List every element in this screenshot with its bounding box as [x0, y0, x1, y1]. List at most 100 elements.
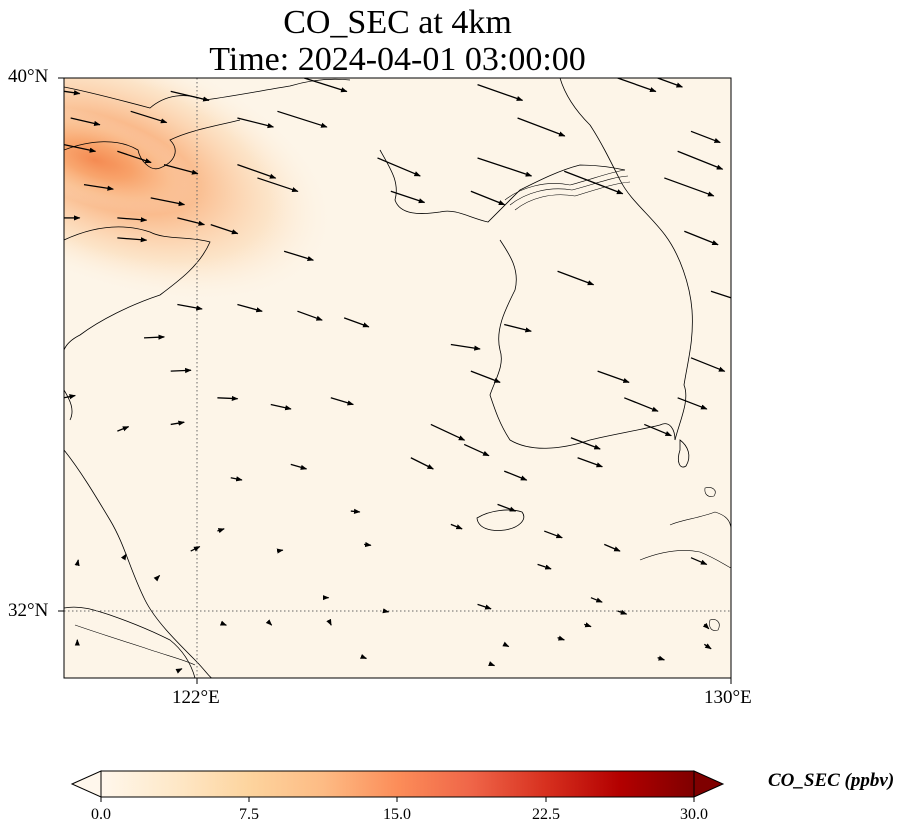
wind-vector-39 — [450, 343, 481, 351]
wind-vector-27 — [117, 217, 148, 223]
colorbar-tick-label-0: 0.0 — [91, 806, 111, 823]
wind-vector-19 — [83, 183, 114, 191]
wind-vector-69 — [276, 548, 284, 554]
colorbar-tick-label-22-5: 22.5 — [532, 806, 560, 823]
colorbar-title: CO_SEC (ppbv) — [768, 770, 895, 791]
wind-vector-62 — [290, 463, 308, 470]
wind-vector-42 — [690, 357, 726, 372]
wind-vector-12 — [64, 143, 97, 153]
wind-vector-14 — [163, 163, 199, 175]
colorbar-tick-label-7-5: 7.5 — [239, 806, 259, 823]
wind-vector-34 — [710, 290, 731, 299]
map-frame — [63, 77, 732, 679]
wind-vector-3 — [477, 84, 524, 102]
wind-vector-36 — [237, 303, 263, 313]
wind-vector-8 — [237, 117, 275, 129]
wind-vector-6 — [70, 117, 101, 126]
wind-vector-56 — [503, 470, 528, 481]
wind-vector-63 — [230, 476, 243, 482]
colorbar-bar — [100, 770, 695, 798]
wind-vector-9 — [277, 110, 328, 128]
wind-vector-93 — [360, 653, 368, 660]
wind-vector-60 — [117, 426, 130, 432]
wind-vector-71 — [364, 541, 372, 548]
wind-vector-81 — [382, 608, 390, 614]
wind-vector-88 — [702, 622, 710, 630]
wind-vector-25 — [664, 177, 715, 197]
wind-vector-57 — [577, 457, 603, 468]
wind-vector-10 — [517, 117, 566, 137]
wind-vector-35 — [177, 303, 203, 311]
wind-vector-45 — [64, 394, 76, 400]
wind-vector-0 — [64, 90, 81, 96]
wind-vector-52 — [677, 397, 708, 410]
wind-vector-37 — [297, 310, 323, 321]
wind-vector-94 — [703, 643, 712, 650]
wind-vectors — [64, 78, 731, 674]
colorbar-tick-label-30: 30.0 — [680, 806, 708, 823]
wind-vector-76 — [617, 609, 628, 615]
wind-vector-23 — [470, 190, 506, 206]
wind-vector-13 — [117, 150, 152, 164]
lon-tick-label-122: 122°E — [172, 687, 220, 708]
wind-vector-75 — [590, 597, 603, 603]
wind-vector-48 — [330, 397, 354, 406]
wind-vector-18 — [677, 150, 724, 170]
wind-vector-41 — [597, 370, 630, 384]
wind-vector-89 — [175, 668, 183, 674]
wind-vector-33 — [557, 270, 595, 286]
wind-vector-82 — [219, 620, 227, 626]
wind-vector-73 — [477, 603, 492, 610]
wind-vector-65 — [690, 557, 708, 566]
wind-vector-2 — [303, 78, 348, 93]
wind-vector-74 — [537, 563, 552, 570]
wind-vector-86 — [557, 635, 565, 641]
map-time-subtitle: Time: 2024-04-01 03:00:00 — [209, 41, 586, 78]
wind-vector-47 — [270, 403, 292, 411]
wind-vector-66 — [544, 530, 563, 539]
wind-vector-15 — [237, 163, 277, 179]
wind-vector-64 — [604, 543, 621, 552]
wind-vector-28 — [177, 217, 206, 226]
wind-vector-5 — [657, 78, 683, 88]
wind-vector-91 — [488, 661, 496, 667]
wind-vector-29 — [210, 223, 239, 235]
wind-vector-44 — [170, 367, 192, 374]
wind-vector-59 — [644, 423, 672, 437]
wind-vector-32 — [283, 250, 314, 261]
wind-vector-49 — [470, 370, 501, 384]
wind-vector-51 — [624, 397, 659, 412]
lat-tick-label-32: 32°N — [8, 600, 49, 621]
wind-vector-72 — [450, 523, 463, 530]
wind-vector-50 — [570, 437, 601, 450]
wind-vector-55 — [410, 457, 434, 470]
colorbar-tick-label-15: 15.0 — [383, 806, 411, 823]
wind-vector-7 — [130, 110, 168, 124]
wind-vector-79 — [74, 559, 80, 567]
wind-vector-78 — [153, 574, 161, 582]
lon-tick-label-130: 130°E — [704, 687, 752, 708]
colorbar-extend-min — [70, 770, 102, 798]
wind-vector-46 — [217, 395, 239, 402]
wind-vector-67 — [190, 545, 201, 552]
lat-tick-label-40: 40°N — [8, 66, 49, 87]
wind-vector-90 — [657, 655, 665, 661]
wind-vector-43 — [144, 334, 165, 340]
wind-vector-30 — [684, 230, 719, 246]
wind-vector-83 — [265, 619, 273, 626]
map-title: CO_SEC at 4km — [283, 4, 512, 41]
wind-vector-1 — [170, 90, 210, 102]
wind-vector-87 — [584, 622, 592, 628]
wind-vector-24 — [564, 170, 624, 195]
colorbar-extend-max — [693, 770, 725, 798]
wind-vector-11 — [690, 130, 721, 144]
wind-vector-31 — [117, 237, 148, 243]
wind-vector-68 — [217, 528, 225, 534]
wind-vector-54 — [463, 443, 490, 457]
wind-vector-85 — [502, 641, 510, 648]
wind-vector-58 — [497, 503, 517, 512]
wind-vector-21 — [257, 177, 299, 193]
colorbar — [70, 770, 725, 802]
wind-vector-20 — [150, 197, 186, 207]
